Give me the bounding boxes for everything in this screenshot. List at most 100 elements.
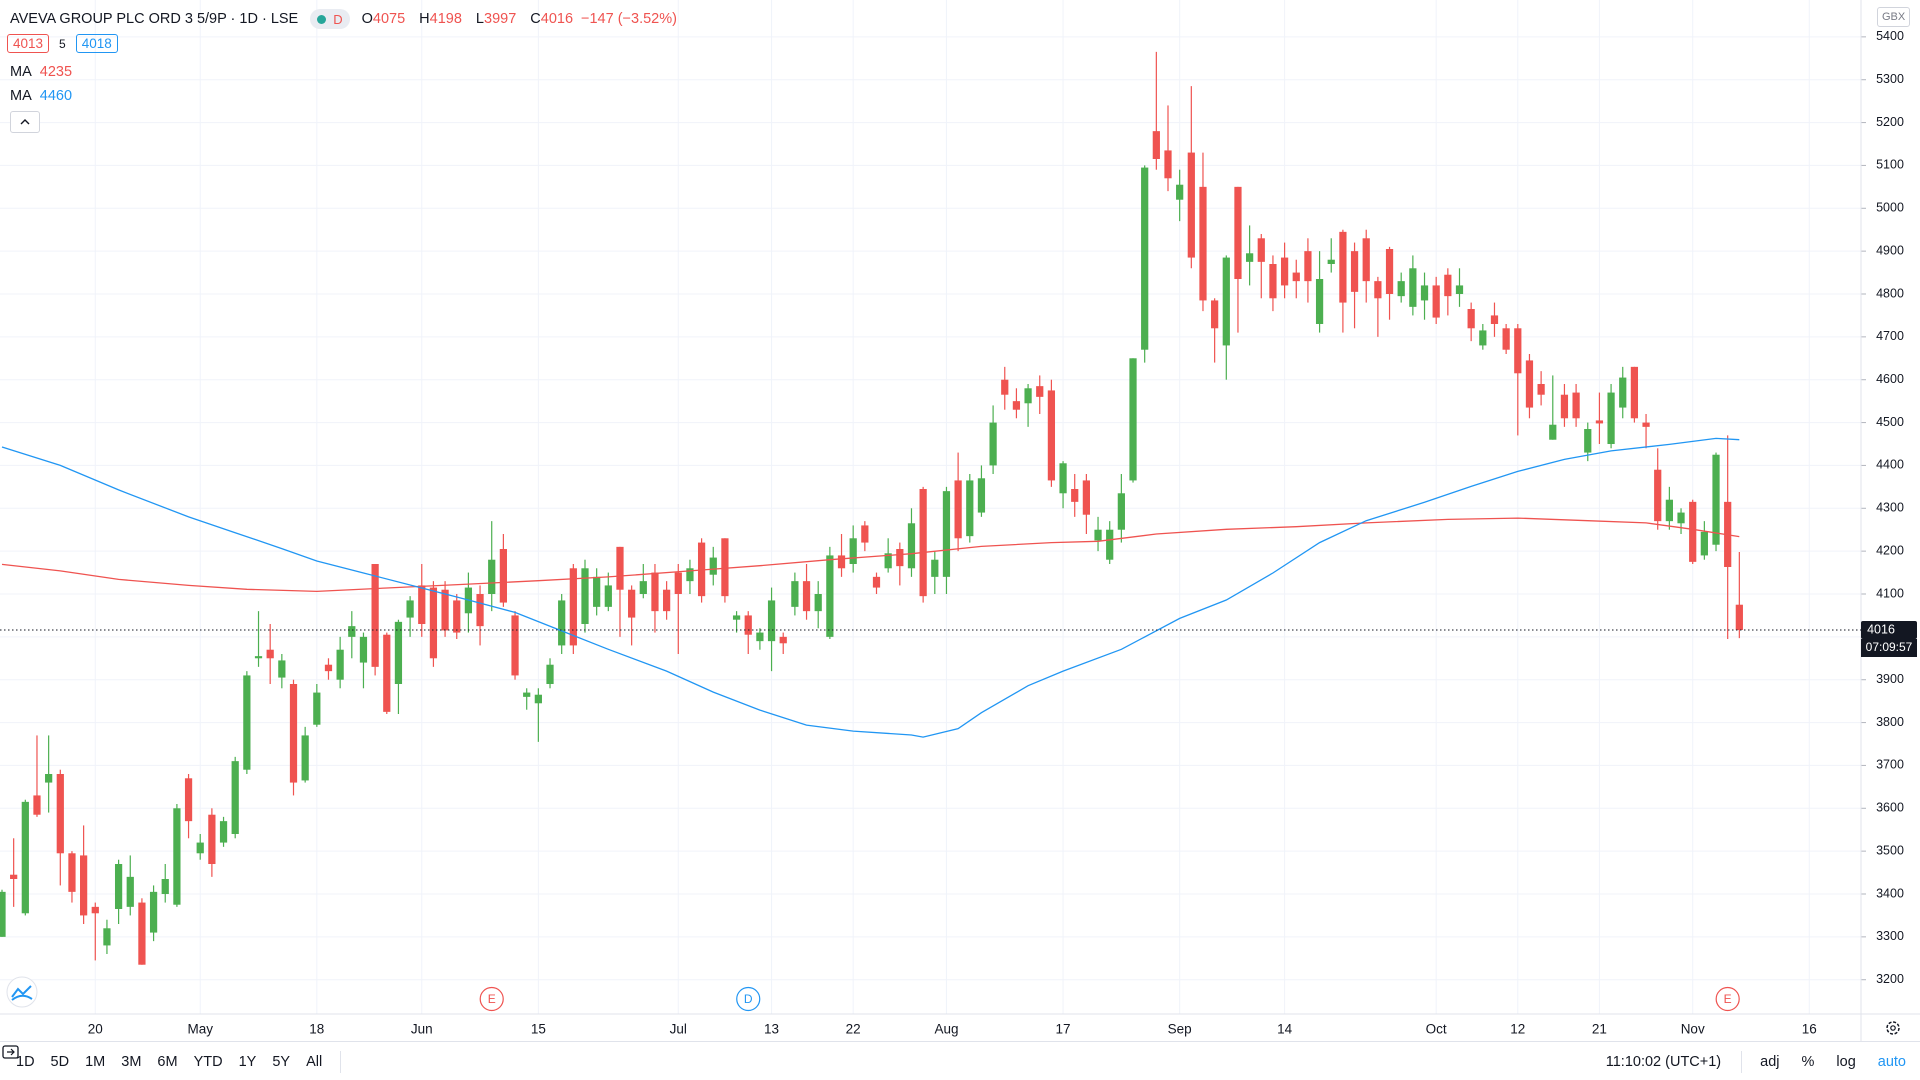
candle-body [1269, 264, 1277, 299]
candle-body [697, 542, 706, 597]
candles [0, 51, 1743, 965]
event-label: E [1724, 992, 1732, 1006]
range-button[interactable]: YTD [193, 1053, 223, 1070]
candle-body [896, 549, 904, 567]
y-tick-label: 4200 [1876, 543, 1904, 557]
candle-body [1689, 501, 1697, 562]
option-button[interactable]: auto [1877, 1053, 1906, 1070]
price-tag-label: 4016 [1867, 622, 1895, 636]
currency[interactable]: GBX [1877, 7, 1911, 27]
ma-name: MA [10, 88, 32, 104]
candle-body [1036, 386, 1044, 397]
candle-body [1257, 238, 1265, 262]
candle-body [732, 615, 741, 620]
candle-body [1094, 529, 1102, 541]
candle-body [1607, 392, 1615, 444]
candle-body [1735, 604, 1743, 630]
ohlc-label: L [475, 11, 484, 27]
candle-body [907, 523, 916, 569]
candle-body [1467, 309, 1475, 329]
candle-body [243, 675, 251, 770]
y-tick-label: 3800 [1876, 715, 1904, 729]
candle-body [511, 615, 519, 676]
candle-body [1024, 388, 1032, 404]
candle-body [966, 480, 974, 537]
candle-body [1420, 285, 1429, 301]
candle-body [1374, 281, 1382, 299]
x-tick-label: 12 [1510, 1022, 1525, 1037]
range-button[interactable]: 3M [121, 1053, 142, 1070]
range-button[interactable]: 5Y [272, 1053, 291, 1070]
countdown-tag [1861, 639, 1917, 657]
x-tick-label: 21 [1592, 1022, 1607, 1037]
x-tick-label: 15 [531, 1022, 546, 1037]
candle-body [406, 600, 414, 618]
ask[interactable]: 4018 [75, 34, 118, 53]
x-tick-label: Oct [1426, 1022, 1447, 1037]
candle-body [173, 808, 181, 905]
legend-row: AVEVA GROUP PLC ORD 3 5/9P · 1D · LSE D … [10, 8, 677, 30]
range-button[interactable]: 1D [16, 1053, 35, 1070]
candle-body [359, 636, 368, 663]
toolbar-right: 11:10:02 (UTC+1) adj % log auto [1605, 1050, 1906, 1073]
badge: D [333, 11, 343, 27]
x-tick-label: May [187, 1022, 213, 1037]
candle-body [861, 525, 869, 543]
clock[interactable]: 11:10:02 (UTC+1) [1605, 1053, 1722, 1070]
candle-body [802, 581, 811, 612]
option-button[interactable]: log [1836, 1053, 1856, 1070]
range-button[interactable]: All [306, 1053, 323, 1070]
range-button[interactable]: 5D [50, 1053, 70, 1070]
divider [340, 1050, 342, 1073]
candle-body [1677, 512, 1685, 524]
candle-body [1315, 279, 1324, 324]
range-button[interactable]: 1Y [238, 1053, 257, 1070]
y-tick-label: 3700 [1876, 758, 1904, 772]
candle-body [686, 568, 694, 582]
x-tick-label: 20 [88, 1022, 103, 1037]
candle-body [1117, 493, 1125, 530]
collapse-button[interactable] [10, 111, 40, 133]
ma-legend: MA 4460 [10, 88, 72, 104]
x-tick-label: Jul [670, 1022, 687, 1037]
ma-value: 4460 [39, 88, 73, 104]
candle-body [814, 594, 822, 612]
bid[interactable]: 4013 [7, 34, 50, 53]
range-button[interactable]: 1M [85, 1053, 106, 1070]
event-marker[interactable] [736, 986, 761, 1012]
goto-date-icon[interactable] [0, 1042, 22, 1062]
moving-average [1, 517, 1740, 593]
candle-body [1549, 424, 1557, 440]
candle-body [651, 572, 659, 612]
candle-body [674, 572, 682, 594]
bottom-toolbar: 1D 5D 1M 3M 6M YTD 1Y 5Y All 11:10:02 (U… [0, 1041, 1920, 1080]
candle-body [278, 660, 286, 678]
candle-body [441, 589, 449, 631]
y-tick-label: 4300 [1876, 501, 1904, 515]
option-button[interactable]: adj [1760, 1053, 1780, 1070]
event-marker[interactable] [1715, 986, 1740, 1012]
status-pill[interactable]: D [310, 9, 350, 29]
candle-body [1397, 281, 1405, 297]
settings-icon[interactable] [1886, 1021, 1900, 1035]
candle-body [837, 555, 846, 569]
logo-mark [11, 985, 33, 1001]
range-button[interactable]: 6M [157, 1053, 178, 1070]
ma-name: MA [10, 64, 32, 80]
candle-body [628, 589, 636, 618]
change: −147 (−3.52%) [581, 11, 677, 27]
candle-body [21, 801, 29, 914]
candle-body [1047, 390, 1056, 481]
candle-body [1106, 529, 1114, 560]
candle-body [1560, 394, 1569, 419]
candle-body [616, 546, 624, 590]
y-tick-label: 4500 [1876, 415, 1904, 429]
ma-value: 4235 [39, 64, 73, 80]
candle-body [418, 585, 426, 624]
candle-body [1595, 420, 1604, 424]
event-marker[interactable] [479, 986, 504, 1012]
y-tick-label: 5100 [1876, 158, 1904, 172]
event-label: E [488, 992, 496, 1006]
option-button[interactable]: % [1801, 1053, 1815, 1070]
candle-body [546, 664, 554, 684]
